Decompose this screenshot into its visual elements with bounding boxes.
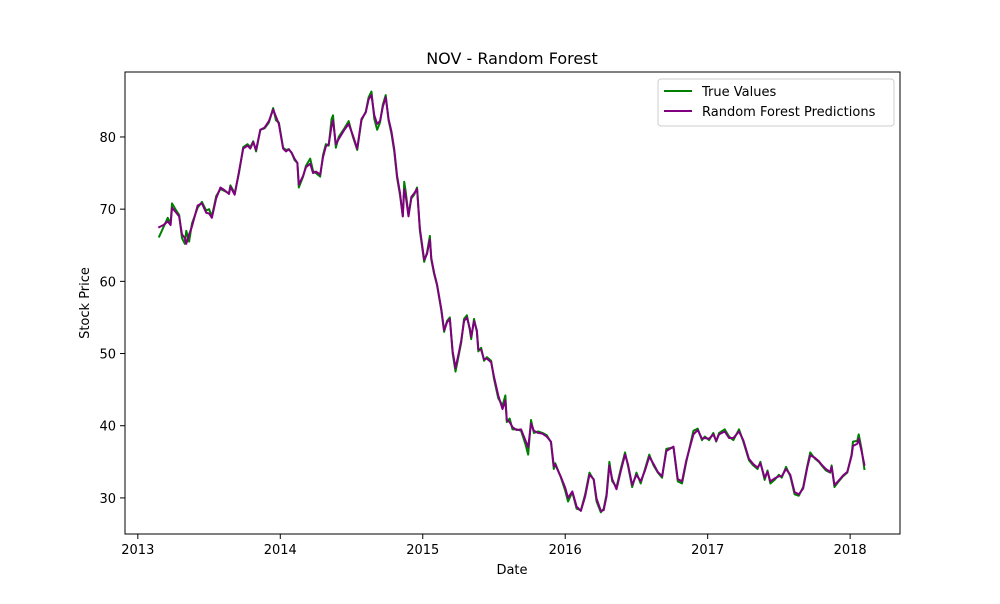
legend-box	[657, 78, 895, 127]
ticks-layer: 2013 2014 2015 2016 2017 2018 30 40 50 60 70 80	[99, 131, 866, 558]
y-tick-label: 40	[99, 420, 116, 435]
chart-title: NOV - Random Forest	[426, 49, 598, 68]
series-layer	[157, 90, 866, 514]
series-line-random-forest-predictions	[157, 94, 866, 512]
y-tick-label: 30	[99, 492, 116, 507]
x-axis-label: Date	[496, 563, 527, 578]
plot-frame	[124, 71, 901, 535]
legend: True Values Random Forest Predictions	[657, 78, 895, 127]
y-tick-label: 50	[99, 348, 116, 363]
y-axis-label: Stock Price	[78, 267, 93, 339]
x-tick-label: 2016	[549, 543, 582, 558]
x-tick-label: 2018	[834, 543, 867, 558]
legend-label-true-values: True Values	[701, 85, 776, 100]
x-tick-label: 2017	[691, 543, 724, 558]
y-tick-label: 70	[99, 203, 116, 218]
x-tick-label: 2013	[121, 543, 154, 558]
y-tick-label: 80	[99, 131, 116, 146]
legend-label-random-forest-predictions: Random Forest Predictions	[702, 105, 876, 120]
x-tick-label: 2015	[406, 543, 439, 558]
y-tick-label: 60	[99, 275, 116, 290]
x-tick-label: 2014	[264, 543, 297, 558]
